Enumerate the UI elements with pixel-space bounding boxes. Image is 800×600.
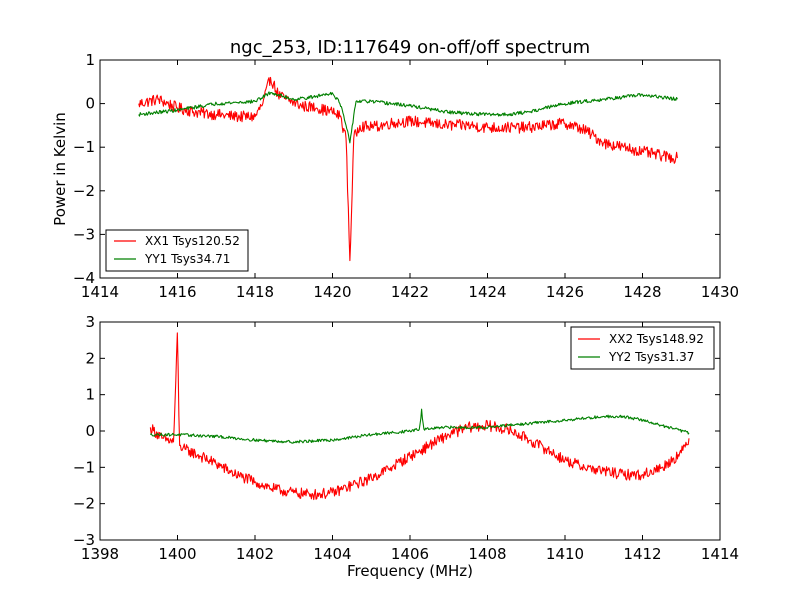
y-axis-label: Power in Kelvin (51, 112, 69, 226)
x-tick-label: 1428 (623, 283, 661, 301)
bottom-subplot: Frequency (MHz) 1398 1400 1402 1404 1406 1408… (73, 313, 739, 580)
y-tick-label: 1 (85, 51, 95, 69)
x-tick-label: 1418 (236, 283, 274, 301)
x-tick-label: 1416 (158, 283, 196, 301)
x-tick-label: 1404 (313, 545, 351, 563)
x-tick-label: 1430 (701, 283, 739, 301)
x-tick-label: 1420 (313, 283, 351, 301)
x-tick-label: 1424 (468, 283, 506, 301)
x-tick-label: 1426 (546, 283, 584, 301)
series-group-top (138, 76, 678, 262)
x-tick-label: 1422 (391, 283, 429, 301)
ticks-group-top: 1414 1416 1418 1420 1422 1424 1426 1428 1430 −4 −3… (73, 51, 739, 301)
series-group-bottom (149, 332, 690, 501)
x-tick-label: 1412 (623, 545, 661, 563)
y-tick-label: 3 (85, 313, 95, 331)
series-line-xx1 (138, 76, 678, 262)
y-tick-label: −2 (73, 182, 95, 200)
series-line-xx2 (149, 332, 690, 501)
top-subplot: ngc_253, ID:117649 on-off/off spectrum P… (51, 37, 739, 301)
y-tick-label: −2 (73, 495, 95, 513)
series-line-yy2 (149, 408, 690, 444)
chart-title: ngc_253, ID:117649 on-off/off spectrum (230, 37, 590, 58)
x-tick-label: 1408 (468, 545, 506, 563)
y-tick-label: 0 (85, 422, 95, 440)
y-tick-label: −4 (73, 269, 95, 287)
x-tick-label: 1410 (546, 545, 584, 563)
legend-box-top (105, 229, 249, 272)
x-tick-label: 1400 (158, 545, 196, 563)
plot-frame-top (99, 59, 721, 279)
y-tick-label: −3 (73, 531, 95, 549)
x-tick-label: 1406 (391, 545, 429, 563)
x-tick-label: 1398 (81, 545, 119, 563)
legend-label-yy1: YY1 Tsys34.71 (144, 252, 230, 266)
legend-label-xx1: XX1 Tsys120.52 (145, 234, 240, 248)
legend-top: XX1 Tsys120.52 YY1 Tsys34.71 (105, 229, 249, 272)
legend-box-bottom (570, 326, 715, 370)
x-axis-label: Frequency (MHz) (347, 562, 473, 580)
y-tick-label: 0 (85, 95, 95, 113)
y-tick-label: −3 (73, 225, 95, 243)
series-line-yy1 (138, 91, 678, 144)
y-tick-label: −1 (73, 138, 95, 156)
y-tick-label: −1 (73, 458, 95, 476)
y-tick-label: 1 (85, 386, 95, 404)
plot-frame-bottom (99, 321, 721, 541)
y-tick-label: 2 (85, 349, 95, 367)
ticks-group-bottom: 1398 1400 1402 1404 1406 1408 1410 1412 1414 −3 −2… (73, 313, 739, 563)
x-tick-label: 1402 (236, 545, 274, 563)
x-tick-label: 1414 (701, 545, 739, 563)
legend-label-xx2: XX2 Tsys148.92 (609, 332, 704, 346)
x-tick-label: 1414 (81, 283, 119, 301)
legend-label-yy2: YY2 Tsys31.37 (608, 350, 694, 364)
legend-bottom: XX2 Tsys148.92 YY2 Tsys31.37 (570, 326, 715, 370)
